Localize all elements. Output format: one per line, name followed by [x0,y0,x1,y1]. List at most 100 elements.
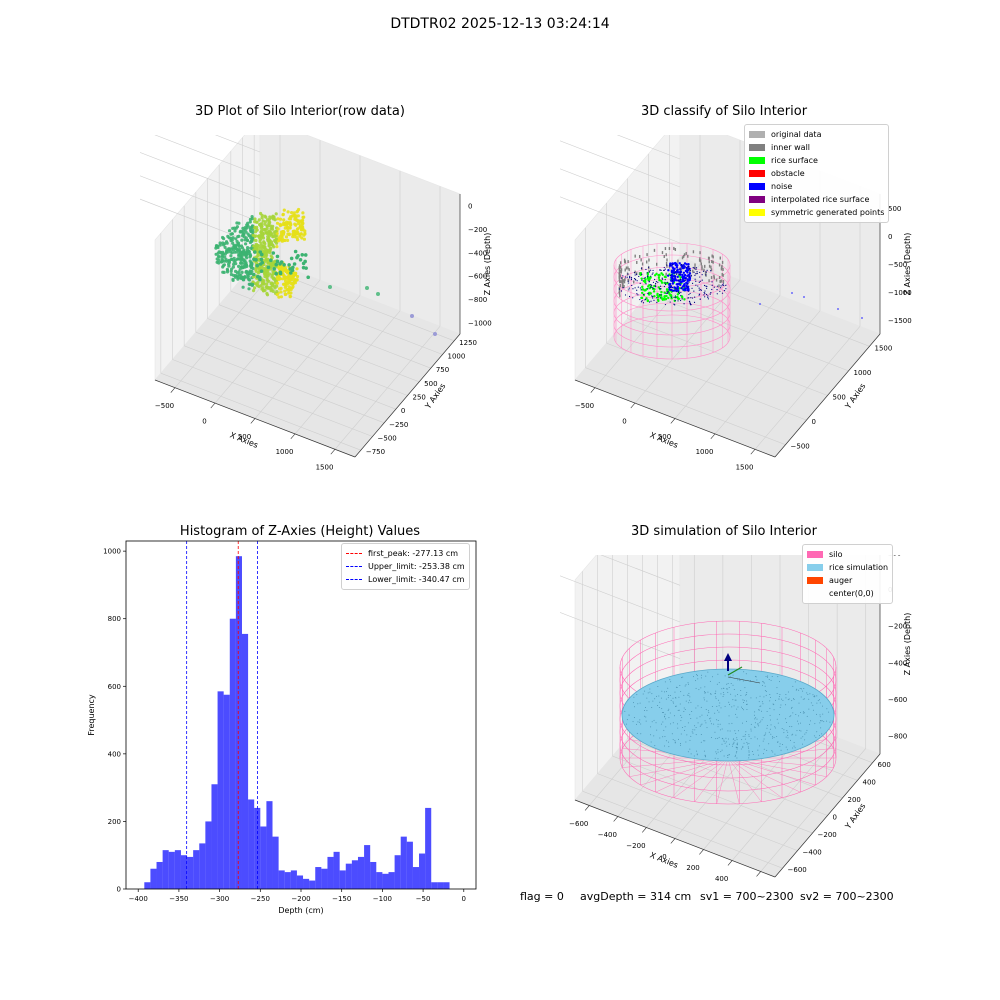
p4-rice-point [813,735,815,737]
p4-ytick-label: 600 [878,761,891,769]
p2-interp-point [695,280,697,282]
p4-rice-point [716,705,718,707]
p4-rice-point [802,711,804,713]
histogram-bar [168,851,175,889]
p2-inner-wall-point [713,276,715,280]
p2-inner-wall-point [673,246,675,250]
histogram-bar [327,856,334,889]
p1-point [218,243,222,247]
p1-point [240,238,244,242]
p4-rice-point [732,743,734,745]
p4-rice-point [761,710,763,712]
p1-point [242,235,246,239]
p4-rice-point [742,709,744,711]
p4-rice-point [717,751,719,753]
p4-rice-point [688,699,690,701]
legend-entry: Upper_limit: -253.38 cm [346,560,465,573]
p1-point [254,269,258,273]
p4-xtick-label: 0 [662,853,666,861]
histogram-bar [180,855,188,889]
p1-ztick-label: −400 [468,249,487,257]
p2-inner-wall-point [710,268,713,272]
p1-outlier-point [433,332,437,336]
p4-rice-point [706,727,708,729]
p4-rice-point [791,700,793,702]
histogram-bar [156,861,163,889]
p1-point [223,242,227,246]
p2-interp-point [647,275,649,277]
p2-inner-wall-point [692,269,694,273]
p1-point [229,272,233,277]
p4-rice-point [773,709,775,711]
histogram-xtick-label: −150 [332,895,351,903]
p2-interp-point [638,275,640,278]
p4-rice-point [717,749,719,751]
sv2-text: sv2 = 700~2300 [800,890,894,903]
p4-rice-point [765,694,767,696]
p4-rice-point [779,693,781,695]
p1-ytick-label: 250 [413,394,426,402]
p1-point [221,264,225,268]
p1-point [241,226,245,230]
p1-point [248,220,252,224]
p2-rice-point [656,298,660,301]
p1-point [284,223,288,227]
p4-floor-spoke [640,757,729,786]
p4-rice-point [746,700,748,702]
p1-point [242,252,247,256]
p2-interp-point [672,277,674,279]
p4-rice-point [734,755,736,757]
p2-inner-wall-point [720,279,723,283]
p4-rice-point [716,719,718,721]
histogram-ytick-label: 200 [108,818,121,826]
p1-point [255,283,259,287]
p2-interp-point [628,289,630,291]
p4-rice-point [812,709,814,711]
p4-rice-point [691,731,693,733]
p4-rice-point [781,728,783,730]
p2-interp-point [663,285,666,288]
p4-rice-point [743,702,745,704]
p4-rice-point [785,697,787,699]
p4-rice-point [639,719,641,721]
p4-rice-point [772,751,774,753]
p4-grid-z [560,575,681,623]
p4-zlabel: Z Axies (Depth) [903,613,912,676]
p2-interp-point [652,272,654,274]
p2-inner-wall-point [661,251,664,255]
p4-rice-point [759,705,761,707]
p4-rice-point [727,754,729,756]
p4-rice-point [744,738,746,740]
p1-point [245,250,249,254]
p4-rice-point [714,693,716,695]
p2-interp-point [686,286,688,288]
p2-inner-wall-point [701,265,703,269]
p4-rice-point [774,753,776,755]
p2-grid-z [560,196,681,244]
p1-point [248,240,252,245]
p4-rice-point [742,699,744,701]
p2-inner-wall-point [722,279,725,283]
p4-rice-point [659,737,661,739]
p4-rice-point [640,723,642,725]
p4-rice-point [632,702,634,704]
p4-rice-point [743,671,745,673]
p4-rice-point [829,721,831,723]
p4-rice-point [733,705,735,707]
p2-inner-wall-point [638,272,641,276]
p4-rice-point [806,715,808,717]
p2-interp-point [699,298,701,300]
p1-point [287,221,292,225]
p1-point [259,211,263,216]
p1-point [274,212,278,216]
p2-interp-point [665,292,667,294]
p4-rice-point [680,733,682,735]
p1-point [301,228,305,232]
p4-rice-point [814,696,816,698]
p4-rice-point [643,715,645,717]
p2-interp-point [681,298,683,300]
p1-point [286,287,290,292]
p2-rice-point [655,272,658,276]
legend-swatch [346,553,362,554]
p1-point [263,245,267,249]
